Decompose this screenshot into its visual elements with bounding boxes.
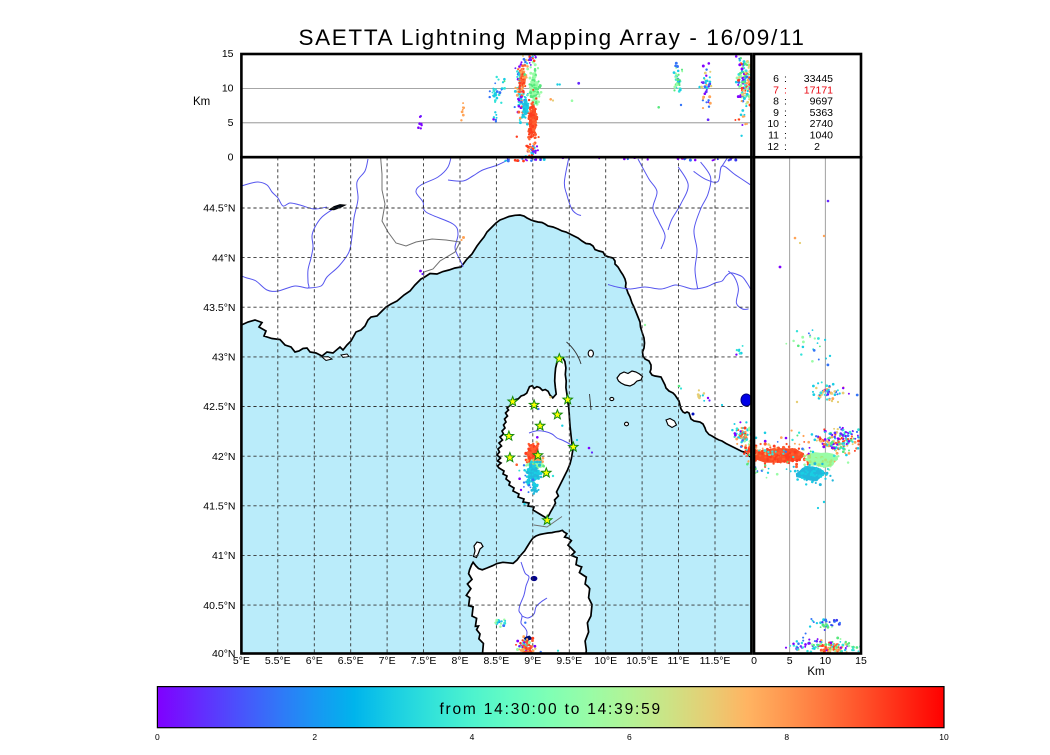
svg-text::: : [784, 107, 787, 119]
svg-text:2: 2 [814, 141, 820, 153]
svg-text:7.5°E: 7.5°E [411, 655, 437, 667]
svg-text:42°N: 42°N [212, 451, 235, 463]
svg-text:5.5°E: 5.5°E [265, 655, 291, 667]
svg-text:9: 9 [773, 107, 779, 119]
svg-text:0: 0 [751, 655, 757, 667]
svg-text:7°E: 7°E [379, 655, 396, 667]
svg-text:SAETTA Lightning Mapping Array: SAETTA Lightning Mapping Array - 16/09/1… [298, 25, 805, 50]
svg-text::: : [784, 84, 787, 96]
svg-text:from 14:30:00 to 14:39:59: from 14:30:00 to 14:39:59 [439, 701, 662, 718]
svg-text:11.5°E: 11.5°E [700, 655, 731, 667]
svg-text:10: 10 [767, 118, 779, 130]
svg-text:2: 2 [312, 732, 317, 742]
svg-text:33445: 33445 [804, 73, 833, 85]
svg-text:10: 10 [939, 732, 949, 742]
svg-text:5363: 5363 [810, 107, 834, 119]
svg-text:8: 8 [784, 732, 789, 742]
svg-text:10.5°E: 10.5°E [626, 655, 658, 667]
svg-text:15: 15 [222, 48, 234, 60]
svg-text:0: 0 [228, 151, 234, 163]
svg-text:15: 15 [855, 655, 867, 667]
svg-text:42.5°N: 42.5°N [203, 401, 235, 413]
svg-text::: : [784, 118, 787, 130]
svg-text:6°E: 6°E [306, 655, 323, 667]
svg-text:8.5°E: 8.5°E [483, 655, 509, 667]
svg-text:6: 6 [627, 732, 632, 742]
svg-text:9.5°E: 9.5°E [556, 655, 582, 667]
svg-text:5: 5 [228, 117, 234, 129]
svg-text:10: 10 [222, 83, 234, 95]
svg-text::: : [784, 141, 787, 153]
svg-text:41.5°N: 41.5°N [203, 501, 235, 513]
svg-text:40°N: 40°N [212, 648, 235, 660]
svg-text:44°N: 44°N [212, 252, 235, 264]
svg-text:43.5°N: 43.5°N [203, 302, 235, 314]
svg-text:40.5°N: 40.5°N [203, 600, 235, 612]
svg-text:10°E: 10°E [594, 655, 617, 667]
svg-text:5°E: 5°E [233, 655, 250, 667]
svg-text:0: 0 [155, 732, 160, 742]
svg-text:11: 11 [768, 130, 779, 142]
svg-text::: : [784, 96, 787, 108]
svg-text:1040: 1040 [810, 130, 834, 142]
svg-text:11°E: 11°E [667, 655, 689, 667]
svg-text:44.5°N: 44.5°N [203, 203, 235, 215]
svg-text:41°N: 41°N [212, 550, 235, 562]
svg-text::: : [784, 130, 787, 142]
svg-text:17171: 17171 [804, 84, 833, 96]
svg-text:9°E: 9°E [524, 655, 541, 667]
svg-text:6: 6 [773, 73, 779, 85]
svg-text:8: 8 [773, 96, 779, 108]
svg-text:4: 4 [470, 732, 475, 742]
svg-text:6.5°E: 6.5°E [338, 655, 364, 667]
svg-text:12: 12 [767, 141, 779, 153]
svg-text:2740: 2740 [810, 118, 834, 130]
svg-text:9697: 9697 [810, 96, 834, 108]
svg-text:10: 10 [819, 655, 831, 667]
svg-text:Km: Km [193, 96, 210, 108]
svg-text:Km: Km [807, 666, 824, 678]
svg-text:7: 7 [773, 84, 779, 96]
svg-text:8°E: 8°E [451, 655, 468, 667]
svg-text:5: 5 [787, 655, 793, 667]
svg-text:43°N: 43°N [212, 352, 235, 364]
svg-text::: : [784, 73, 787, 85]
